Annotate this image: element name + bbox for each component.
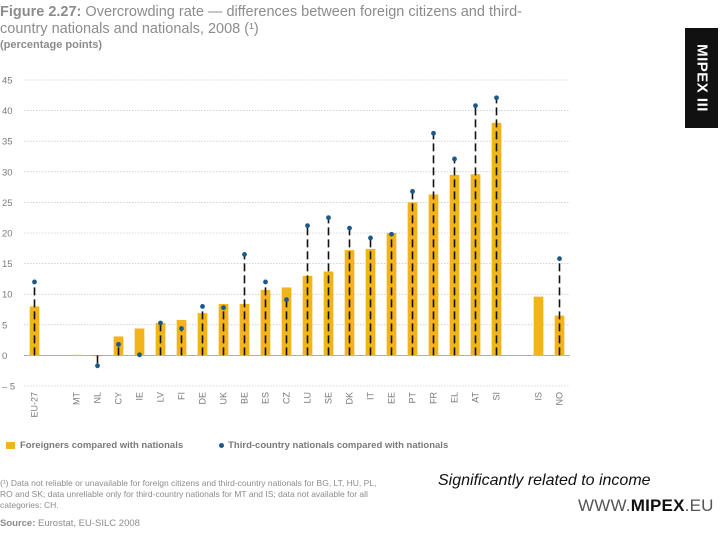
- tcn-point: [452, 156, 457, 162]
- x-tick-label: IS: [534, 392, 544, 401]
- tcn-point: [410, 188, 415, 194]
- bar-CZ: [281, 287, 292, 356]
- legend-bar-label: Foreigners compared with nationals: [20, 440, 184, 451]
- tcn-point: [326, 215, 331, 221]
- bar-DE: [197, 313, 208, 356]
- tcn-point: [242, 252, 247, 257]
- mipex-website: WWW.MIPEX.EU: [578, 496, 714, 516]
- tcn-point: [557, 256, 562, 262]
- tcn-point: [368, 235, 373, 241]
- x-tick-label: ES: [261, 392, 271, 404]
- tcn-point: [263, 279, 268, 285]
- x-tick-label: SE: [324, 392, 334, 404]
- figure-subtitle: (percentage points): [0, 39, 103, 51]
- source-line: Source: Eurostat, EU-SILC 2008: [0, 518, 140, 529]
- x-tick-label: IT: [366, 391, 376, 400]
- y-tick-label: 15: [2, 259, 13, 270]
- tcn-point: [116, 341, 121, 347]
- y-tick-label: 30: [2, 167, 13, 178]
- tcn-point: [221, 305, 226, 311]
- tcn-point: [494, 95, 499, 101]
- x-tick-label: DK: [345, 392, 355, 405]
- tcn-point: [200, 304, 205, 309]
- x-tick-label: FI: [177, 392, 187, 400]
- y-tick-label: 35: [2, 137, 13, 148]
- y-tick-label: 20: [2, 229, 13, 240]
- bar-IS: [533, 296, 544, 356]
- tcn-point: [158, 320, 163, 326]
- y-tick-label: 40: [2, 106, 13, 117]
- tcn-point: [137, 352, 142, 358]
- figure-title-text: Overcrowding rate — differences between …: [0, 4, 522, 37]
- legend-bar-swatch: [6, 442, 15, 449]
- tcn-point: [473, 103, 478, 109]
- x-tick-label: FR: [429, 392, 439, 404]
- bar-SI: [491, 122, 502, 356]
- x-tick-label: PT: [408, 392, 418, 404]
- mipex-badge-text: MIPEX III: [693, 44, 710, 112]
- tcn-point: [431, 130, 436, 136]
- legend-dot-label: Third-country nationals compared with na…: [228, 440, 449, 451]
- y-tick-label: 45: [2, 76, 13, 87]
- site-brand: MIPEX: [630, 496, 685, 515]
- y-tick-label: 5: [2, 320, 7, 331]
- x-tick-label: NO: [555, 392, 565, 406]
- x-tick-label: UK: [219, 392, 229, 405]
- x-tick-label: CZ: [282, 392, 292, 404]
- legend-dot-swatch: [219, 443, 225, 448]
- x-tick-label: MT: [72, 392, 82, 405]
- footnote: (¹) Data not reliable or unavailable for…: [0, 478, 377, 510]
- tcn-point: [305, 223, 310, 229]
- x-tick-label: AT: [471, 392, 481, 403]
- y-tick-label: 25: [2, 198, 13, 209]
- source-text: Eurostat, EU-SILC 2008: [38, 518, 140, 529]
- tcn-point: [32, 279, 37, 285]
- income-note: Significantly related to income: [438, 472, 651, 489]
- y-tick-label: – 5: [2, 382, 15, 393]
- bar-MT: [71, 354, 82, 356]
- mipex-badge: MIPEX III: [685, 28, 718, 128]
- tcn-point: [95, 363, 100, 369]
- x-tick-label: SI: [492, 392, 502, 401]
- bar-ES: [260, 289, 271, 356]
- y-tick-label: 10: [2, 290, 13, 301]
- site-prefix: WWW.: [578, 496, 631, 515]
- bar-IE: [134, 328, 145, 356]
- figure-label: Figure 2.27:: [0, 4, 82, 20]
- site-suffix: .EU: [684, 496, 714, 515]
- chart-legend: Foreigners compared with nationals Third…: [6, 440, 448, 451]
- x-tick-label: LU: [303, 392, 313, 404]
- y-tick-label: 0: [2, 351, 7, 362]
- x-tick-label: LV: [156, 392, 166, 402]
- x-tick-label: EE: [387, 392, 397, 404]
- x-tick-label: IE: [135, 392, 145, 401]
- x-tick-label: CY: [114, 392, 124, 405]
- overcrowding-chart: 45 40 35 30 25 20 15 10 5 0 – 5 EU-27 MT NL CY IE LV FI DE…: [2, 76, 570, 418]
- bar-FR: [428, 194, 439, 356]
- x-tick-label: BE: [240, 392, 250, 404]
- tcn-point: [284, 297, 289, 303]
- source-label: Source:: [0, 518, 36, 529]
- x-tick-label: DE: [198, 392, 208, 405]
- tcn-point: [347, 225, 352, 231]
- tcn-point: [179, 326, 184, 331]
- tcn-point: [389, 231, 394, 237]
- x-tick-label: EU-27: [30, 392, 40, 418]
- figure-title: Figure 2.27: Overcrowding rate — differe…: [0, 4, 540, 38]
- x-tick-label: EL: [450, 392, 460, 403]
- x-tick-label: NL: [93, 392, 103, 404]
